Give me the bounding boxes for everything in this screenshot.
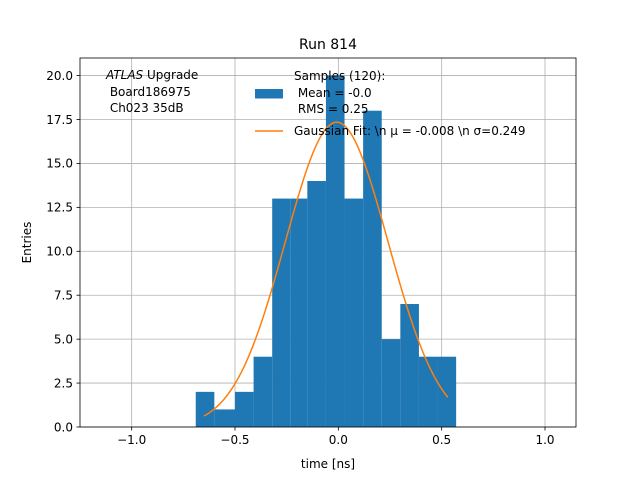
legend-histogram-line-3: RMS = 0.25 — [294, 102, 369, 116]
histogram-bar — [272, 198, 291, 427]
histogram-bar — [381, 339, 401, 427]
y-tick-label: 7.5 — [54, 289, 73, 303]
annotation-line-1-rest: Upgrade — [143, 68, 198, 82]
y-tick-label: 17.5 — [46, 113, 73, 127]
histogram-bar — [253, 356, 273, 427]
y-tick-label: 10.0 — [46, 245, 73, 259]
x-tick-label: −0.5 — [220, 433, 249, 447]
chart-title: Run 814 — [299, 37, 357, 53]
histogram-bar — [344, 198, 364, 427]
x-tick-label: −1.0 — [117, 433, 146, 447]
annotation-line-1: ATLAS Upgrade — [105, 68, 198, 82]
histogram-bar — [418, 356, 438, 427]
axis-ticks: −1.0 −0.5 0.0 0.5 1.0 0.0 2.5 5.0 7.5 10.0 12.5 15.… — [46, 69, 554, 447]
histogram-bar — [437, 356, 457, 427]
y-tick-label: 0.0 — [54, 420, 73, 434]
histogram-bar — [363, 110, 382, 427]
y-tick-label: 12.5 — [46, 201, 73, 215]
histogram-bar — [235, 391, 254, 427]
histogram-bar — [214, 409, 235, 427]
annotation-line-3: Ch023 35dB — [106, 101, 184, 115]
histogram-bar — [400, 304, 419, 427]
x-tick-label: 0.0 — [329, 433, 348, 447]
legend-histogram-line-2: Mean = -0.0 — [294, 86, 372, 100]
y-axis-label: Entries — [20, 222, 34, 264]
histogram-bar — [307, 181, 326, 427]
legend-fit-label: Gaussian Fit: \n μ = -0.008 \n σ=0.249 — [294, 124, 526, 138]
axes-frame — [79, 57, 577, 428]
legend-histogram-line-1: Samples (120): — [294, 69, 385, 83]
y-tick-label: 2.5 — [54, 376, 73, 390]
x-tick-label: 1.0 — [535, 433, 554, 447]
histogram-bar — [290, 198, 308, 427]
gaussian-fit-layer — [203, 121, 449, 417]
y-tick-label: 5.0 — [54, 332, 73, 346]
histogram-bar — [325, 75, 345, 428]
legend-histogram-swatch — [255, 89, 283, 99]
y-tick-label: 15.0 — [46, 157, 73, 171]
legend: Samples (120): Mean = -0.0 RMS = 0.25 Ga… — [255, 69, 526, 138]
annotation-line-2: Board186975 — [106, 85, 191, 99]
atlas-annotation: ATLAS Upgrade Board186975 Ch023 35dB — [105, 68, 198, 115]
x-axis-label: time [ns] — [301, 457, 355, 471]
gaussian-fit-line — [203, 121, 449, 417]
annotation-italic-word: ATLAS — [105, 68, 144, 82]
histogram-bar — [195, 391, 215, 427]
x-tick-label: 0.5 — [432, 433, 451, 447]
y-tick-label: 20.0 — [46, 69, 73, 83]
